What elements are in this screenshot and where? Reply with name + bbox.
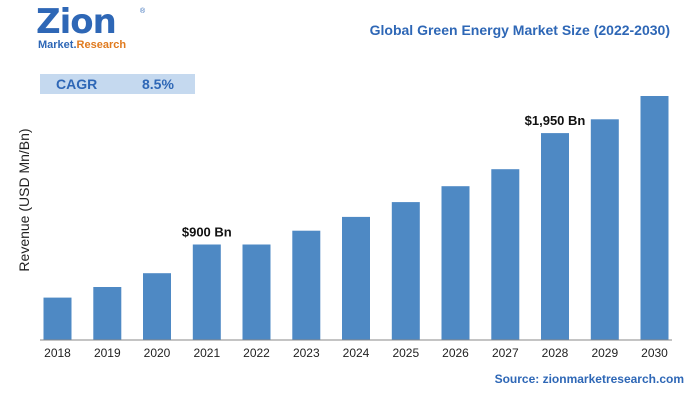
- bar-2018: [43, 297, 72, 340]
- logo-wordmark: Zion: [36, 2, 117, 42]
- bar-2028: [541, 133, 569, 340]
- y-axis-label: Revenue (USD Mn/Bn): [16, 128, 32, 271]
- x-tick-2024: 2024: [343, 346, 370, 360]
- data-labels: $900 Bn $1,950 Bn: [182, 113, 586, 239]
- source-credit: Source: zionmarketresearch.com: [494, 372, 684, 386]
- data-label-2028: $1,950 Bn: [525, 113, 586, 128]
- x-tick-2027: 2027: [492, 346, 519, 360]
- logo-sub-market: Market.: [38, 39, 77, 51]
- logo-sub-research: Research: [76, 39, 127, 51]
- x-tick-2021: 2021: [193, 346, 220, 360]
- bar-2029: [590, 119, 619, 340]
- zion-logo: Zion ® Market.Research: [36, 2, 146, 51]
- chart-title: Global Green Energy Market Size (2022-20…: [369, 22, 670, 38]
- bar-2027: [491, 169, 520, 340]
- x-tick-2030: 2030: [641, 346, 668, 360]
- x-tick-2019: 2019: [94, 346, 121, 360]
- x-tick-2022: 2022: [243, 346, 270, 360]
- data-label-2021: $900 Bn: [182, 225, 232, 240]
- x-tick-2018: 2018: [44, 346, 71, 360]
- bar-2030: [640, 96, 669, 340]
- x-tick-2028: 2028: [542, 346, 569, 360]
- bar-2025: [391, 202, 420, 340]
- x-tick-2029: 2029: [591, 346, 618, 360]
- bar-2021: [192, 244, 221, 340]
- bar-2024: [342, 216, 370, 340]
- x-tick-2026: 2026: [442, 346, 469, 360]
- cagr-value: 8.5%: [142, 76, 174, 92]
- bar-2019: [93, 287, 122, 340]
- x-tick-2025: 2025: [392, 346, 419, 360]
- cagr-box: CAGR 8.5%: [40, 74, 195, 94]
- x-tick-2023: 2023: [293, 346, 320, 360]
- bar-2026: [441, 186, 470, 340]
- x-tick-labels: 2018 2019 2020 2021 2022 2023 2024 2025 2026 2027…: [44, 346, 668, 360]
- bar-2022: [242, 244, 271, 340]
- logo-registered-mark: ®: [140, 8, 146, 15]
- bar-2023: [292, 230, 321, 340]
- cagr-label: CAGR: [56, 76, 98, 92]
- bar-2020: [143, 273, 171, 340]
- x-tick-2020: 2020: [144, 346, 171, 360]
- logo-subtitle: Market.Research: [38, 39, 126, 51]
- bar-series: [43, 96, 669, 340]
